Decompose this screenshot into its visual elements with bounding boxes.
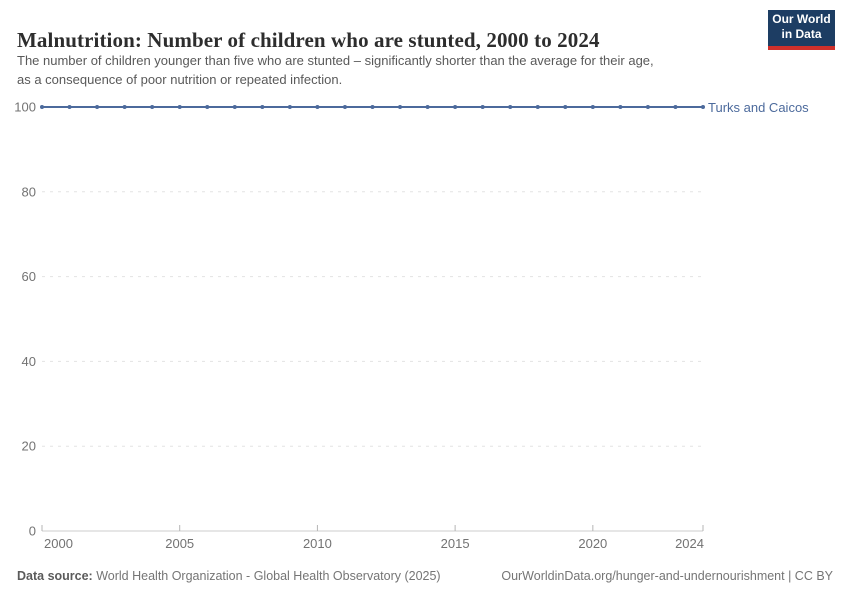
- data-point-turks-and-caicos-2021[interactable]: [618, 105, 623, 109]
- data-point-turks-and-caicos-2013[interactable]: [398, 105, 403, 109]
- data-source-value: World Health Organization - Global Healt…: [96, 569, 441, 583]
- data-point-turks-and-caicos-2008[interactable]: [260, 105, 265, 109]
- data-point-turks-and-caicos-2016[interactable]: [480, 105, 485, 109]
- data-point-turks-and-caicos-2024[interactable]: [701, 105, 705, 109]
- chart-subtitle: The number of children younger than five…: [17, 51, 654, 89]
- data-point-turks-and-caicos-2010[interactable]: [315, 105, 320, 109]
- data-point-turks-and-caicos-2005[interactable]: [177, 105, 182, 109]
- x-axis-tick-label-2024: 2024: [675, 536, 704, 551]
- data-point-turks-and-caicos-2011[interactable]: [342, 105, 347, 109]
- y-axis-tick-label-80: 80: [22, 184, 36, 199]
- footer-link[interactable]: OurWorldinData.org/hunger-and-undernouri…: [501, 569, 833, 583]
- data-point-turks-and-caicos-2000[interactable]: [40, 105, 44, 109]
- data-point-turks-and-caicos-2017[interactable]: [508, 105, 513, 109]
- series-label[interactable]: Turks and Caicos: [708, 100, 809, 115]
- data-point-turks-and-caicos-2004[interactable]: [150, 105, 155, 109]
- chart-footer: Data source: World Health Organization -…: [17, 569, 833, 583]
- x-axis-tick-label-2000: 2000: [44, 536, 73, 551]
- data-point-turks-and-caicos-2014[interactable]: [425, 105, 430, 109]
- data-point-turks-and-caicos-2003[interactable]: [122, 105, 127, 109]
- data-point-turks-and-caicos-2020[interactable]: [590, 105, 595, 109]
- data-point-turks-and-caicos-2023[interactable]: [673, 105, 678, 109]
- chart-title: Malnutrition: Number of children who are…: [17, 28, 600, 53]
- x-axis-tick-label-2005: 2005: [165, 536, 194, 551]
- data-point-turks-and-caicos-2007[interactable]: [232, 105, 237, 109]
- y-axis-tick-label-40: 40: [22, 354, 36, 369]
- data-point-turks-and-caicos-2018[interactable]: [535, 105, 540, 109]
- data-point-turks-and-caicos-2001[interactable]: [67, 105, 72, 109]
- owid-logo[interactable]: Our World in Data: [768, 10, 835, 50]
- data-point-turks-and-caicos-2015[interactable]: [453, 105, 458, 109]
- data-point-turks-and-caicos-2002[interactable]: [95, 105, 100, 109]
- data-point-turks-and-caicos-2009[interactable]: [287, 105, 292, 109]
- data-source-label: Data source:: [17, 569, 93, 583]
- y-axis-tick-label-0: 0: [29, 524, 36, 539]
- data-point-turks-and-caicos-2022[interactable]: [645, 105, 650, 109]
- owid-logo-line-2: in Data: [781, 27, 822, 41]
- owid-logo-line-1: Our World: [772, 12, 831, 26]
- data-source-line: Data source: World Health Organization -…: [17, 569, 441, 583]
- data-point-turks-and-caicos-2019[interactable]: [563, 105, 568, 109]
- data-point-turks-and-caicos-2006[interactable]: [205, 105, 210, 109]
- y-axis-tick-label-20: 20: [22, 439, 36, 454]
- x-axis-tick-label-2020: 2020: [578, 536, 607, 551]
- y-axis-tick-label-100: 100: [14, 100, 36, 115]
- y-axis-tick-label-60: 60: [22, 269, 36, 284]
- x-axis-tick-label-2015: 2015: [441, 536, 470, 551]
- data-point-turks-and-caicos-2012[interactable]: [370, 105, 375, 109]
- chart-subtitle-line-2: as a consequence of poor nutrition or re…: [17, 72, 343, 87]
- x-axis-tick-label-2010: 2010: [303, 536, 332, 551]
- chart-subtitle-line-1: The number of children younger than five…: [17, 53, 654, 68]
